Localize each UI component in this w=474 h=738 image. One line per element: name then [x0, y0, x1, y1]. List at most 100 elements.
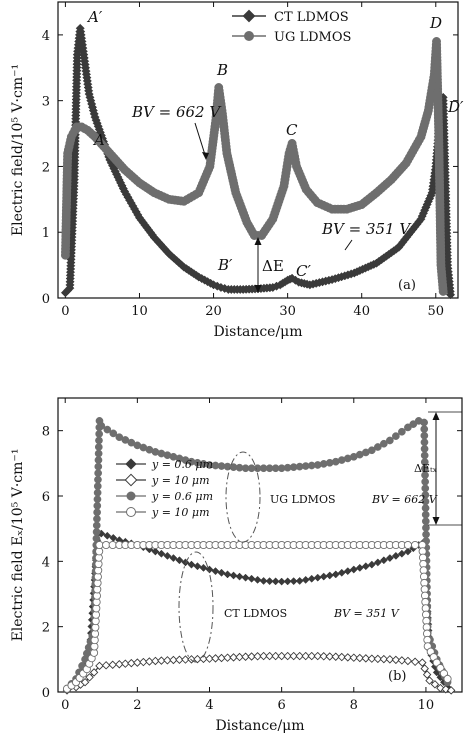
- panel-a-label: (a): [398, 278, 416, 293]
- series-b-3-point: [102, 540, 111, 550]
- series-b-0-point: [229, 571, 238, 580]
- series-b-1-point: [145, 657, 154, 666]
- series-b-3-point: [403, 540, 412, 550]
- series-b-2-point: [92, 528, 101, 536]
- series-b-1-point: [325, 652, 334, 661]
- series-b-0-point: [391, 551, 400, 560]
- chart-b-xtick-label: 10: [418, 698, 435, 713]
- chart-b-ticks: 0 2 4 6 8 10 0 2 4 6 8: [42, 398, 462, 713]
- ug-bv-label: BV = 662 V: [371, 493, 438, 506]
- label-d: D: [429, 14, 442, 32]
- series-b-0-point: [199, 563, 208, 572]
- series-b-1-point: [241, 652, 250, 661]
- series-b-1-point: [420, 664, 429, 673]
- series-b-2-point: [398, 427, 406, 436]
- series-a-1-point: [438, 286, 448, 296]
- series-b-2-point: [93, 501, 102, 510]
- series-b-1-point: [151, 656, 160, 666]
- chart-b-ytick-label: 8: [42, 425, 50, 440]
- series-b-2-point: [94, 456, 103, 464]
- series-b-0-point: [331, 570, 340, 579]
- series-b-2-point: [420, 451, 429, 460]
- chart-b-xtick-label: 4: [205, 698, 213, 713]
- series-b-2-point: [421, 484, 430, 493]
- chart-a-ytick-label: 3: [42, 95, 50, 110]
- series-b-2-point: [94, 469, 102, 477]
- series-b-1-point: [425, 676, 434, 685]
- series-b-0-point: [289, 577, 298, 586]
- legend-b1-marker: [125, 458, 137, 470]
- legend-b2-label: y = 10 μm: [151, 474, 210, 487]
- series-b-3-point: [95, 540, 104, 550]
- chart-b: 0 2 4 6 8 10 0 2 4 6 8 y = 0.6 μm y = 10 μm y = 0.…: [10, 397, 463, 734]
- series-b-2-point: [420, 418, 428, 427]
- chart-b-xtick-label: 0: [61, 698, 69, 713]
- bv-ug-annotation: BV = 662 V: [131, 103, 222, 121]
- delta-etx-label: ΔEₜₓ: [414, 462, 438, 475]
- series-b-2-point: [93, 508, 101, 517]
- series-b-1-point: [193, 654, 202, 664]
- series-b-2-point: [422, 530, 430, 539]
- series-b-0-point: [355, 563, 364, 572]
- series-b-0-point: [319, 572, 328, 581]
- chart-a-ticks: 0 10 20 30 40 50 0 1 2 3 4: [42, 2, 458, 319]
- series-b-0-point: [367, 560, 376, 569]
- series-b-0-point: [361, 562, 370, 571]
- bv-ug-arrow: [194, 122, 207, 159]
- label-a: A: [92, 131, 105, 149]
- chart-a-xtick-label: 10: [131, 304, 148, 319]
- series-b-1-point: [361, 654, 371, 663]
- series-b-0-point: [169, 554, 178, 563]
- legend-ug-label: UG LDMOS: [274, 30, 351, 45]
- series-b-1-point: [211, 654, 220, 663]
- series-b-1-point: [229, 653, 238, 662]
- series-b-2-point: [92, 521, 101, 530]
- delta-etx-arrow-down: [432, 517, 440, 525]
- series-b-2-point: [379, 439, 388, 448]
- chart-a-ytick-label: 1: [42, 226, 50, 241]
- series-b-0-point: [187, 560, 196, 569]
- series-b-2-point: [93, 495, 102, 504]
- series-b-1-point: [430, 680, 440, 689]
- series-b-0-point: [241, 573, 250, 582]
- label-b-prime: B′: [217, 256, 233, 274]
- ct-group-ellipse: [178, 551, 214, 663]
- series-b-0-point: [271, 577, 280, 586]
- series-b-2-point: [109, 429, 118, 438]
- label-a-prime: A′: [86, 8, 103, 26]
- series-b-2-point: [94, 449, 103, 458]
- series-b-2-point: [94, 462, 103, 471]
- series-b-1-point: [133, 658, 142, 667]
- series-b-2-point: [420, 444, 429, 453]
- series-b-1-point: [385, 655, 395, 664]
- series-b-0-point: [103, 531, 112, 540]
- series-b-3-point: [108, 540, 117, 550]
- series-b-1-point: [367, 654, 377, 663]
- series-b-2-point: [367, 446, 376, 455]
- series-b-1-point: [313, 651, 322, 661]
- series-b-2-point: [93, 515, 101, 523]
- series-b-2-point: [421, 510, 430, 519]
- series-b-1-point: [80, 677, 90, 687]
- legend-b1-label: y = 0.6 μm: [151, 458, 213, 471]
- chart-a-ytick-label: 2: [42, 160, 50, 175]
- series-b-2-point: [420, 425, 429, 433]
- series-b-3-point: [443, 674, 452, 683]
- series-b-2-point: [421, 477, 429, 486]
- series-b-2-point: [392, 432, 400, 440]
- series-b-1-point: [169, 655, 178, 665]
- chart-a-legend: CT LDMOS UG LDMOS: [232, 9, 351, 45]
- bv-ug-arrowhead: [202, 152, 209, 160]
- legend-ct-label: CT LDMOS: [274, 10, 349, 25]
- series-b-1-point: [157, 656, 166, 665]
- panel-b-label: (b): [388, 669, 406, 684]
- bv-ct-arrow: [344, 239, 353, 251]
- legend-b2-marker: [124, 473, 138, 487]
- series-b-1-point: [301, 651, 310, 661]
- series-b-0-point: [343, 567, 352, 576]
- chart-b-xtick-label: 8: [350, 698, 358, 713]
- series-b-1-point: [307, 651, 316, 661]
- series-b-2-point: [95, 430, 103, 438]
- series-b-1-point: [277, 651, 286, 661]
